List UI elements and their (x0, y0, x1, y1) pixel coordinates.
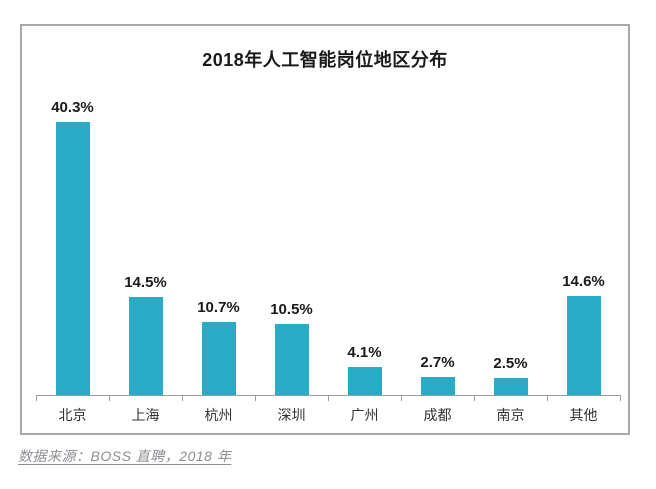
x-axis-label: 南京 (496, 407, 525, 423)
x-axis-label: 上海 (131, 407, 160, 423)
bar-0 (55, 122, 90, 395)
x-axis-tick (109, 396, 110, 401)
bar-value-label: 4.1% (347, 344, 382, 361)
bar-6 (493, 378, 528, 395)
bar-slot: 14.6% (547, 80, 620, 395)
chart-frame (20, 24, 630, 435)
x-axis-tick (620, 396, 621, 401)
x-axis-tick (36, 396, 37, 401)
bar-3 (274, 324, 309, 395)
x-axis-label: 杭州 (204, 407, 233, 423)
bar-value-label: 10.5% (270, 301, 313, 318)
x-axis-tick (474, 396, 475, 401)
x-axis-tick (182, 396, 183, 401)
x-axis-label: 广州 (350, 407, 379, 423)
bar-1 (128, 297, 163, 395)
data-source-note: 数据来源：BOSS 直聘，2018 年 (18, 448, 232, 464)
x-axis-tick (328, 396, 329, 401)
bar-value-label: 10.7% (197, 299, 240, 316)
chart-title: 2018年人工智能岗位地区分布 (202, 50, 448, 70)
bar-slot: 4.1% (328, 80, 401, 395)
bar-value-label: 40.3% (51, 99, 94, 116)
bar-4 (347, 367, 382, 395)
bar-slot: 40.3% (36, 80, 109, 395)
bar-7 (566, 296, 601, 395)
bar-5 (420, 377, 455, 395)
bar-slot: 2.7% (401, 80, 474, 395)
x-axis-label: 其他 (569, 407, 598, 423)
bar-value-label: 14.6% (562, 273, 605, 290)
x-axis-label: 成都 (423, 407, 452, 423)
x-axis-tick (547, 396, 548, 401)
bar-value-label: 2.5% (493, 355, 528, 372)
bar-value-label: 14.5% (124, 274, 167, 291)
bar-slot: 10.7% (182, 80, 255, 395)
x-axis-tick (401, 396, 402, 401)
bar-slot: 2.5% (474, 80, 547, 395)
x-axis-labels: 北京 上海 杭州 深圳 广州 成都 南京 其他 (36, 405, 620, 427)
x-axis-label: 北京 (58, 407, 87, 423)
bar-value-label: 2.7% (420, 354, 455, 371)
plot-area: 40.3% 14.5% 10.7% 10.5% 4.1% 2.7% 2.5% 14.6% (36, 80, 620, 395)
bar-slot: 14.5% (109, 80, 182, 395)
bar-slot: 10.5% (255, 80, 328, 395)
bar-2 (201, 322, 236, 395)
x-axis-label: 深圳 (277, 407, 306, 423)
x-axis-tick (255, 396, 256, 401)
x-axis-line (36, 395, 621, 396)
